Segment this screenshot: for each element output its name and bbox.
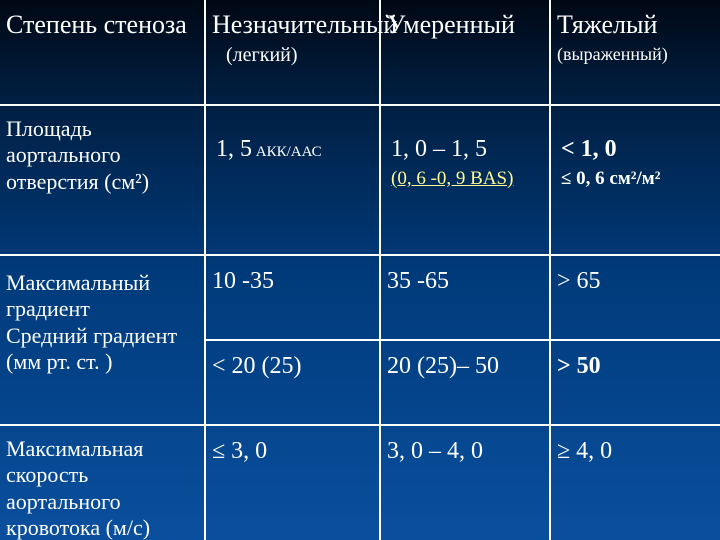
val: < 1, 0 — [561, 136, 617, 162]
hdr-moderate: Умеренный — [380, 0, 550, 105]
table-row: Максимальный градиент Средний градиент (… — [0, 255, 720, 340]
label-text: Площадь аортального отверстия (см²) — [6, 116, 149, 194]
row-area-label: Площадь аортального отверстия (см²) — [0, 105, 205, 255]
row-maxgrad-moderate: 35 -65 — [380, 255, 550, 340]
hdr-mild-sub: (легкий) — [212, 44, 371, 67]
hdr-moderate-text: Умеренный — [387, 10, 515, 39]
val-sub: ≤ 0, 6 см²/м² — [561, 168, 712, 190]
val: 35 -65 — [387, 268, 449, 294]
row-area-moderate: 1, 0 – 1, 5 (0, 6 -0, 9 BAS) — [380, 105, 550, 255]
hdr-severe-sub: (выраженный) — [557, 44, 712, 65]
row-area-severe: < 1, 0 ≤ 0, 6 см²/м² — [550, 105, 720, 255]
row-velocity-moderate: 3, 0 – 4, 0 — [380, 425, 550, 540]
val-small: АКК/ААС — [252, 144, 322, 160]
table-row: Площадь аортального отверстия (см²) 1, 5… — [0, 105, 720, 255]
val: ≥ 4, 0 — [557, 438, 612, 464]
val: > 50 — [557, 353, 601, 379]
row-meangrad-mild: < 20 (25) — [205, 340, 380, 425]
hdr-mild: Незначительный (легкий) — [205, 0, 380, 105]
hdr-severe-main: Тяжелый — [557, 10, 657, 39]
row-maxgrad-mild: 10 -35 — [205, 255, 380, 340]
row-meangrad-severe: > 50 — [550, 340, 720, 425]
val: > 65 — [557, 268, 601, 294]
row-velocity-severe: ≥ 4, 0 — [550, 425, 720, 540]
row-gradient-label: Максимальный градиент Средний градиент (… — [0, 255, 205, 425]
row-area-mild: 1, 5 АКК/ААС — [205, 105, 380, 255]
table-header-row: Степень стеноза Незначительный (легкий) … — [0, 0, 720, 105]
row-velocity-label: Максимальная скорость аортального кровот… — [0, 425, 205, 540]
hdr-degree: Степень стеноза — [0, 0, 205, 105]
hdr-degree-text: Степень стеноза — [6, 10, 187, 39]
val-sub: (0, 6 -0, 9 BAS) — [391, 168, 541, 190]
val: 3, 0 – 4, 0 — [387, 438, 483, 464]
val: 20 (25)– 50 — [387, 353, 499, 379]
row-maxgrad-severe: > 65 — [550, 255, 720, 340]
label-text-1: Максимальный градиент — [6, 270, 150, 321]
stenosis-table: Степень стеноза Незначительный (легкий) … — [0, 0, 720, 540]
val: 10 -35 — [212, 268, 274, 294]
val: 1, 0 – 1, 5 — [391, 136, 487, 162]
val: 1, 5 — [216, 136, 252, 162]
row-velocity-mild: ≤ 3, 0 — [205, 425, 380, 540]
val: ≤ 3, 0 — [212, 438, 267, 464]
row-meangrad-moderate: 20 (25)– 50 — [380, 340, 550, 425]
hdr-mild-main: Незначительный — [212, 10, 397, 39]
hdr-severe: Тяжелый (выраженный) — [550, 0, 720, 105]
label-text-2: Средний градиент (мм рт. ст. ) — [6, 323, 177, 374]
table-row: Максимальная скорость аортального кровот… — [0, 425, 720, 540]
val: < 20 (25) — [212, 353, 302, 379]
label-text: Максимальная скорость аортального кровот… — [6, 436, 150, 540]
